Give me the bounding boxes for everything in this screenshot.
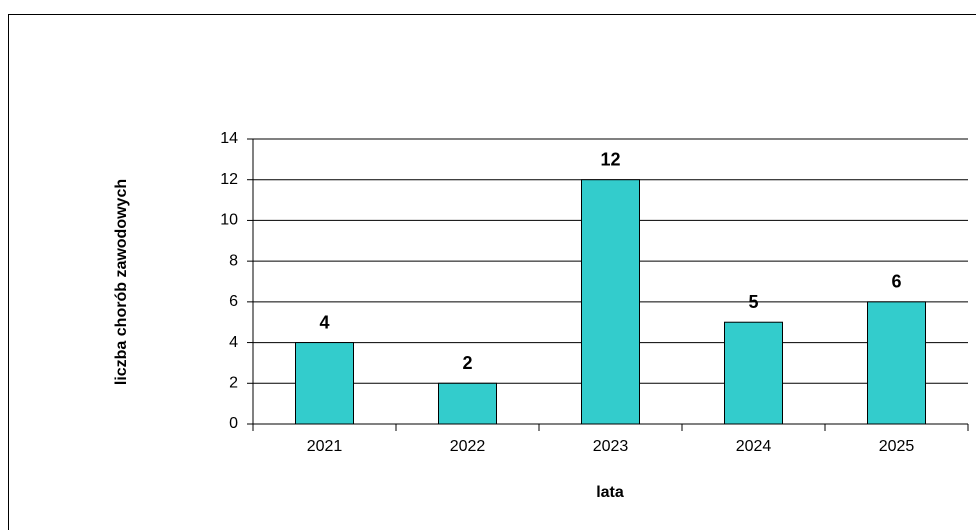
y-tick-label: 14: [220, 130, 238, 147]
x-axis-label: lata: [596, 484, 624, 501]
x-tick-label: 2024: [736, 438, 772, 455]
data-label: 2: [462, 353, 472, 373]
y-tick-label: 12: [220, 171, 238, 188]
bar: [295, 342, 354, 425]
y-tick-label: 2: [229, 375, 238, 392]
bar: [438, 382, 497, 425]
x-tick-label: 2021: [307, 438, 343, 455]
frame: [8, 14, 976, 530]
bar: [581, 179, 640, 425]
data-label: 4: [319, 312, 329, 332]
data-label: 12: [600, 149, 620, 169]
x-tick-label: 2022: [450, 438, 486, 455]
y-tick-label: 10: [220, 212, 238, 229]
bar: [724, 321, 783, 425]
y-tick-label: 4: [229, 334, 238, 351]
y-tick-label: 8: [229, 252, 238, 269]
x-tick-label: 2023: [593, 438, 629, 455]
data-label: 6: [891, 272, 901, 292]
y-tick-label: 0: [229, 415, 238, 432]
y-axis-label: liczba chorób zawodowych: [113, 179, 130, 385]
x-tick-label: 2025: [879, 438, 915, 455]
bar: [867, 301, 926, 425]
data-label: 5: [748, 292, 758, 312]
y-tick-label: 6: [229, 293, 238, 310]
